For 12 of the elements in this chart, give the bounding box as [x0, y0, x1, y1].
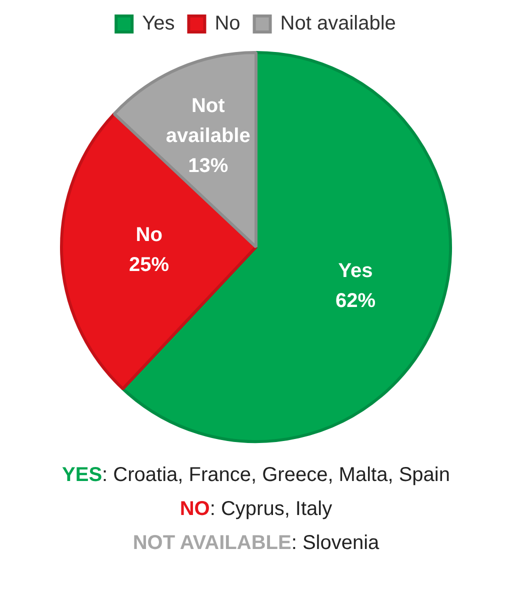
data-label: 13% [188, 154, 228, 177]
text: NOT AVAILABLE: Slovenia [132, 531, 380, 556]
slice-label: Not available [166, 94, 250, 147]
text: NO: Cyprus, Italy [178, 497, 334, 522]
slice-label: No [136, 224, 162, 246]
legend-label: No [214, 12, 240, 35]
data-label: 62% [335, 290, 376, 312]
data-label: 25% [129, 254, 170, 276]
slice-label: Yes [338, 260, 373, 282]
text: YES: Croatia, France, Greece, Malta, Spain [61, 463, 451, 488]
legend-label: Yes [142, 12, 175, 35]
legend-label: Not available [280, 12, 396, 35]
